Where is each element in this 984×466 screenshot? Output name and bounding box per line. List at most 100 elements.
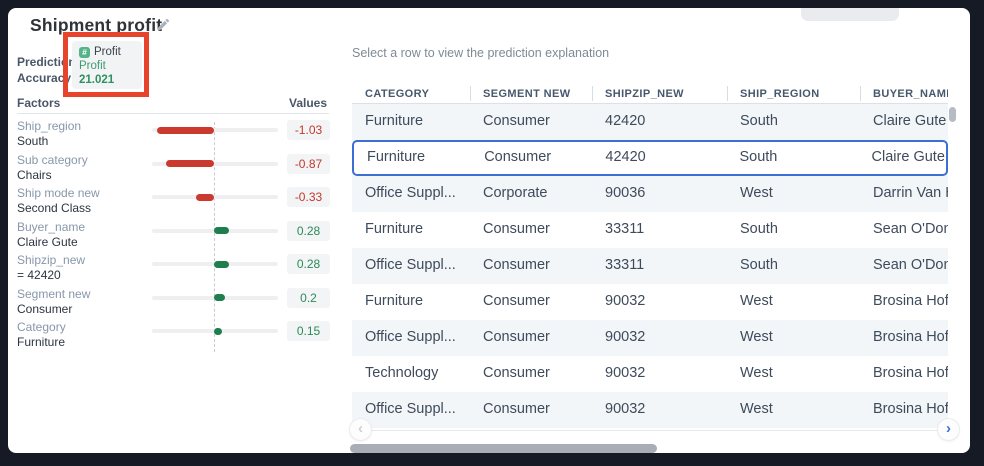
- factor-value-label: Second Class: [17, 201, 92, 215]
- factor-bar-track: [152, 193, 278, 201]
- factor-name: Ship mode new: [17, 186, 100, 200]
- selection-hint: Select a row to view the prediction expl…: [352, 46, 610, 60]
- factor-bar-track: [152, 126, 278, 134]
- table-cell: 90032: [605, 293, 646, 309]
- factor-row: Category Furniture 0.15: [8, 319, 338, 353]
- values-header: Values: [288, 96, 328, 110]
- target-badge: # Profit Profit 21.021: [72, 41, 142, 89]
- table-cell: 42420: [605, 113, 646, 129]
- factor-name: Segment new: [17, 286, 91, 301]
- table-cell: Brosina Hof: [873, 329, 948, 345]
- table-cell: South: [740, 257, 778, 273]
- factor-row: Shipzip_new = 42420 0.28: [8, 252, 338, 286]
- table-body: Furniture Consumer 42420 South Claire Gute Fu…: [352, 104, 948, 428]
- edit-pencil-icon[interactable]: [156, 17, 171, 32]
- factor-bar-track: [152, 260, 278, 268]
- factor-name: Category: [17, 320, 66, 334]
- table-cell: Furniture: [367, 149, 426, 165]
- table-cell: Furniture: [365, 221, 424, 237]
- horizontal-scrollbar-thumb[interactable]: [350, 444, 657, 453]
- table-cell: Sean O'Don: [873, 257, 948, 273]
- factor-bar-track: [152, 227, 278, 234]
- table-cell: Consumer: [484, 149, 552, 165]
- factor-row: Sub category Chairs -0.87: [8, 152, 338, 186]
- factor-bar: [214, 294, 225, 301]
- table-row[interactable]: Office Suppl... Corporate 90036 West Darrin …: [352, 176, 948, 212]
- table-cell: Office Suppl...: [365, 401, 456, 417]
- table-cell: 33311: [605, 257, 645, 273]
- factor-name: Ship_region: [17, 119, 82, 133]
- prediction-table: CATEGORY SEGMENT NEW SHIPZIP_NEW SHIP_REGIO…: [352, 84, 948, 428]
- table-cell: 90032: [605, 329, 646, 345]
- factor-bar-track: [152, 294, 278, 301]
- factor-value-label: Claire Gute: [17, 234, 78, 249]
- vertical-scrollbar-thumb[interactable]: [949, 107, 956, 122]
- factor-row: Ship mode new Second Class -0.33: [8, 185, 338, 219]
- table-cell: Brosina Hof: [873, 401, 948, 417]
- table-row[interactable]: Office Suppl... Consumer 33311 South Sean O'…: [352, 248, 948, 284]
- factor-score: -0.33: [287, 187, 330, 207]
- collapsed-top-button[interactable]: [801, 8, 899, 21]
- factors-header: Factors: [17, 96, 61, 110]
- badge-value: 21.021: [79, 74, 115, 87]
- table-cell: Brosina Hof: [873, 365, 948, 381]
- table-row[interactable]: Furniture Consumer 42420 South Claire Gute: [352, 104, 948, 140]
- factor-score: 0.15: [287, 321, 330, 341]
- badge-target: Profit: [79, 60, 106, 73]
- table-cell: Furniture: [365, 293, 424, 309]
- table-cell: Office Suppl...: [365, 329, 456, 345]
- table-row[interactable]: Office Suppl... Consumer 90032 West Brosina …: [352, 320, 948, 356]
- table-cell: South: [740, 221, 778, 237]
- factor-bar-track: [152, 327, 278, 335]
- table-cell: Consumer: [483, 401, 550, 417]
- factor-bar: [157, 126, 214, 134]
- factor-value-label: Consumer: [17, 301, 73, 316]
- table-cell: Office Suppl...: [365, 185, 456, 201]
- table-cell: Corporate: [483, 185, 548, 201]
- table-cell: 90032: [605, 365, 646, 381]
- table-cell: West: [740, 365, 773, 381]
- factor-value-label: = 42420: [17, 268, 61, 282]
- factor-bar: [166, 160, 214, 167]
- factor-row: Buyer_name Claire Gute 0.28: [8, 219, 338, 253]
- divider: [352, 430, 948, 431]
- factor-score: 0.28: [287, 220, 330, 241]
- factor-name: Sub category: [17, 152, 88, 167]
- table-row[interactable]: Furniture Consumer 90032 West Brosina Hof: [352, 284, 948, 320]
- factor-bar: [214, 327, 223, 335]
- table-cell: Claire Gute: [873, 113, 947, 129]
- prediction-accuracy-label: Prediction Accuracy: [17, 55, 76, 85]
- table-row[interactable]: Technology Consumer 90032 West Brosina Hof: [352, 356, 948, 392]
- table-header-row: CATEGORY SEGMENT NEW SHIPZIP_NEW SHIP_REGIO…: [352, 84, 948, 104]
- factor-score: 0.2: [287, 287, 330, 308]
- column-header: SEGMENT NEW: [470, 84, 592, 103]
- table-cell: Consumer: [483, 113, 550, 129]
- table-row[interactable]: Office Suppl... Consumer 90032 West Brosina …: [352, 392, 948, 428]
- table-cell: 42420: [605, 149, 646, 165]
- table-cell: West: [740, 329, 773, 345]
- factor-name: Buyer_name: [17, 219, 86, 234]
- column-header: CATEGORY: [365, 88, 430, 100]
- table-row-selected[interactable]: Furniture Consumer 42420 South Claire Gute: [352, 140, 948, 176]
- table-cell: South: [739, 149, 778, 165]
- chevron-left-icon[interactable]: ‹: [349, 418, 372, 441]
- table-cell: Sean O'Don: [873, 221, 948, 237]
- column-header: SHIPZIP_NEW: [592, 84, 727, 103]
- table-cell: 90032: [605, 401, 646, 417]
- factor-score: -1.03: [287, 120, 330, 140]
- table-cell: West: [740, 293, 773, 309]
- table-cell: Consumer: [483, 221, 550, 237]
- table-row[interactable]: Furniture Consumer 33311 South Sean O'Don: [352, 212, 948, 248]
- table-cell: Consumer: [483, 293, 550, 309]
- table-cell: Consumer: [483, 365, 550, 381]
- factor-score: 0.28: [287, 254, 330, 274]
- factor-bar-track: [152, 160, 278, 167]
- table-cell: 33311: [605, 221, 645, 237]
- factor-value-label: Furniture: [17, 335, 66, 349]
- factor-name: Shipzip_new: [17, 253, 86, 267]
- prediction-explanation-card: Shipment profit Prediction Accuracy # Pr…: [8, 8, 970, 453]
- factor-bar: [214, 260, 230, 268]
- factor-row: Ship_region South -1.03: [8, 118, 338, 152]
- chevron-right-icon[interactable]: ›: [937, 418, 960, 441]
- table-cell: Consumer: [483, 257, 550, 273]
